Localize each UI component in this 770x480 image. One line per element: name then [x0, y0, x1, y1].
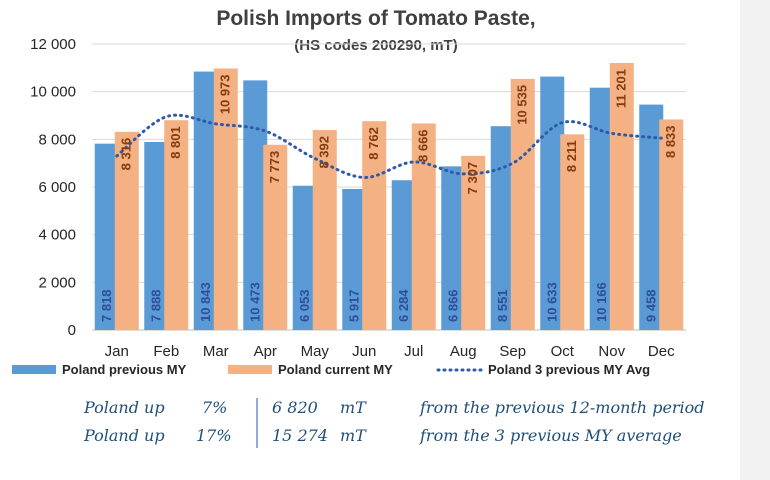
data-label-current-my: 8 801 [168, 126, 183, 159]
data-label-previous-my: 10 166 [594, 282, 609, 322]
bar-current-my [164, 120, 189, 331]
chart-title: Polish Imports of Tomato Paste, [216, 7, 535, 30]
summary-amount: 6 820 [272, 398, 318, 417]
data-label-current-my: 10 535 [515, 85, 530, 125]
chart-subtitle: (HS codes 200290, mT) [294, 37, 457, 54]
y-tick-label: 10 000 [30, 84, 76, 101]
legend-label-current-my: Poland current MY [278, 362, 393, 377]
data-label-current-my: 8 833 [663, 125, 678, 158]
bar-current-my [659, 119, 684, 330]
x-tick-label: Feb [153, 343, 179, 360]
summary-row: Poland up 17% 15 274 mT from the 3 previ… [0, 426, 740, 450]
summary-row: Poland up 7% 6 820 mT from the previous … [0, 398, 740, 422]
x-tick-label: Dec [648, 343, 675, 360]
data-label-previous-my: 10 633 [544, 282, 559, 322]
data-label-previous-my: 6 284 [396, 289, 411, 322]
summary-note: from the previous 12-month period [420, 398, 705, 417]
data-labels: 7 818 8 316 7 888 8 801 10 843 10 973 10 473 7 … [99, 69, 679, 322]
data-label-previous-my: 7 888 [148, 289, 163, 322]
x-tick-label: Aug [450, 343, 477, 360]
summary-amount: 15 274 [272, 426, 328, 445]
chart-area: Polish Imports of Tomato Paste, (HS code… [12, 7, 686, 377]
x-tick-label: Sep [499, 343, 526, 360]
x-tick-label: Jul [404, 343, 423, 360]
legend-label-previous-my: Poland previous MY [62, 362, 187, 377]
y-tick-label: 8 000 [38, 131, 76, 148]
bar-current-my [312, 129, 337, 330]
summary-divider [256, 398, 258, 448]
y-tick-label: 2 000 [38, 274, 76, 291]
data-label-current-my: 8 211 [564, 140, 579, 172]
data-label-current-my: 8 762 [366, 127, 381, 160]
summary-note: from the 3 previous MY average [420, 426, 682, 445]
x-tick-label: Jun [352, 343, 376, 360]
bar-current-my [560, 134, 585, 330]
bar-current-my [213, 68, 238, 330]
y-axis-ticks: 0 2 000 4 000 6 000 8 000 10 000 12 000 [30, 36, 76, 339]
summary-subject: Poland up [84, 398, 165, 417]
summary-unit: mT [340, 398, 366, 417]
x-axis-ticks: Jan Feb Mar Apr May Jun Jul Aug Sep Oct Nov Dec [105, 343, 675, 360]
bars [94, 63, 684, 331]
bar-current-my [114, 131, 139, 330]
gridlines [92, 43, 686, 331]
data-label-previous-my: 5 917 [346, 289, 361, 322]
data-label-current-my: 8 316 [119, 138, 134, 171]
data-label-current-my: 7 773 [267, 151, 282, 184]
data-label-previous-my: 6 866 [445, 289, 460, 322]
avg-line [115, 113, 663, 179]
data-label-previous-my: 9 458 [643, 289, 658, 322]
data-label-previous-my: 8 551 [495, 289, 510, 322]
data-label-previous-my: 6 053 [297, 289, 312, 322]
right-margin [740, 0, 770, 480]
x-tick-label: Mar [203, 343, 229, 360]
legend-swatch-current-my [228, 365, 272, 374]
data-label-current-my: 10 973 [218, 74, 233, 114]
legend: Poland previous MY Poland current MY Polan… [12, 362, 650, 377]
bar-current-my [609, 63, 634, 330]
chart-svg: Polish Imports of Tomato Paste, (HS code… [12, 7, 686, 377]
y-tick-label: 4 000 [38, 227, 76, 244]
data-label-previous-my: 10 473 [247, 282, 262, 322]
summary-unit: mT [340, 426, 366, 445]
legend-label-avg: Poland 3 previous MY Avg [488, 362, 650, 377]
x-tick-label: Apr [254, 343, 277, 360]
data-label-previous-my: 10 843 [198, 282, 213, 322]
data-label-current-my: 11 201 [614, 69, 629, 108]
x-tick-label: May [301, 343, 330, 360]
summary-panel: Poland up 7% 6 820 mT from the previous … [0, 392, 740, 478]
bar-current-my [362, 121, 387, 330]
data-label-current-my: 8 666 [416, 129, 431, 162]
x-tick-label: Jan [105, 343, 129, 360]
bar-current-my [461, 155, 486, 330]
x-tick-label: Nov [598, 343, 625, 360]
data-label-previous-my: 7 818 [99, 289, 114, 322]
legend-swatch-previous-my [12, 365, 56, 374]
summary-subject: Poland up [84, 426, 165, 445]
summary-percent: 17% [196, 426, 232, 445]
x-tick-label: Oct [551, 343, 575, 360]
bar-current-my [510, 78, 535, 330]
data-label-current-my: 8 392 [317, 136, 332, 169]
bar-current-my [263, 144, 288, 330]
bar-current-my [411, 123, 436, 331]
y-tick-label: 12 000 [30, 36, 76, 53]
summary-percent: 7% [202, 398, 228, 417]
y-tick-label: 6 000 [38, 179, 76, 196]
avg-series-line [115, 113, 663, 179]
data-label-current-my: 7 307 [465, 162, 480, 195]
y-tick-label: 0 [68, 322, 76, 339]
